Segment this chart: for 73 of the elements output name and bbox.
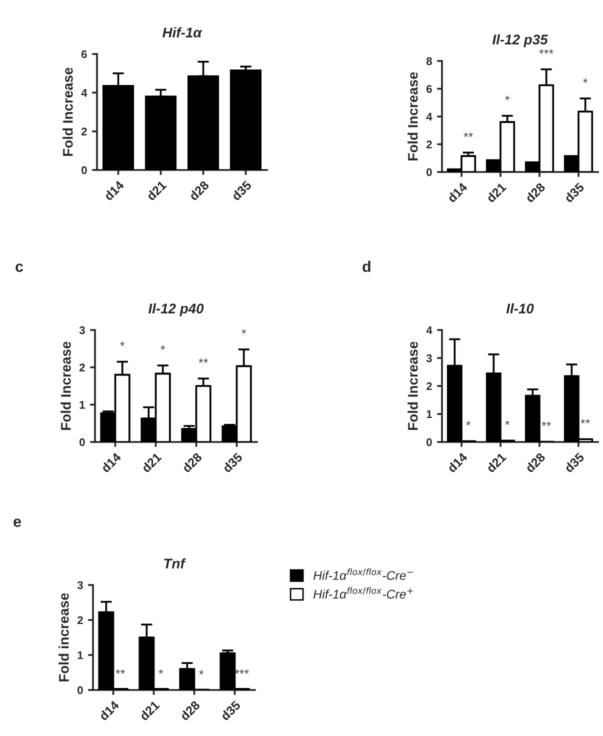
chart-title: Il-12 p35: [492, 34, 548, 48]
legend-label: Hif-1α$^{flox/flox}$-Cre$^{+}$: [313, 587, 413, 599]
annotation: *: [158, 669, 164, 674]
y-tick-label: 2: [81, 128, 87, 136]
y-tick-label: 1: [426, 410, 432, 418]
text: e: [14, 518, 21, 527]
y-tick-label: 2: [426, 140, 432, 148]
x-tick-label: d35: [564, 182, 585, 204]
annotation: *: [160, 345, 166, 350]
y-tick-label: 3: [77, 581, 83, 590]
y-tick-label: 2: [79, 364, 85, 372]
x-tick-label: d28: [179, 700, 200, 722]
annotation: *: [505, 420, 510, 425]
x-tick-label: d35: [222, 452, 244, 474]
text: ***: [539, 49, 554, 54]
y-tick-label: 0: [426, 168, 432, 176]
y-tick-label: 2: [426, 382, 432, 390]
x-tick-label: d21: [486, 452, 507, 474]
x-tick-label: d14: [446, 452, 468, 474]
y-axis-title: Fold Increase: [408, 72, 418, 160]
y-tick-label: 2: [77, 616, 83, 624]
y-axis-title: Fold Increase: [62, 68, 73, 156]
annotation: **: [542, 422, 551, 426]
annotation: *: [505, 96, 510, 100]
x-tick-label: d21: [140, 452, 162, 474]
annotation: *: [199, 670, 204, 674]
y-tick-label: 6: [82, 50, 87, 58]
x-tick-label: d21: [138, 700, 160, 722]
x-tick-label: d14: [103, 180, 125, 202]
x-tick-label: d21: [486, 182, 507, 204]
y-axis-title: Fold Increase: [408, 342, 418, 430]
annotation: **: [580, 419, 590, 424]
x-tick-label: d14: [98, 700, 120, 722]
y-tick-label: 4: [426, 326, 432, 334]
text: c: [16, 264, 24, 272]
chart-title: Hif-1α: [162, 27, 202, 38]
y-tick-label: 0: [426, 438, 432, 446]
x-tick-label: d35: [220, 700, 242, 722]
annotation: *: [120, 342, 125, 346]
text: d: [362, 260, 370, 272]
y-tick-label: 0: [82, 166, 87, 174]
x-tick-label: d35: [230, 180, 252, 202]
x-tick-label: d14: [446, 182, 468, 204]
y-tick-label: 4: [426, 112, 432, 121]
y-tick-label: 3: [79, 326, 85, 334]
chart-title: Il-10: [506, 303, 534, 314]
x-tick-label: d28: [188, 180, 210, 202]
annotation: **: [464, 132, 473, 137]
annotation: **: [116, 669, 126, 674]
annotation: *: [583, 78, 588, 83]
x-tick-label: d21: [146, 180, 167, 202]
y-tick-label: 1: [80, 401, 85, 409]
x-tick-label: d28: [524, 182, 546, 204]
y-tick-label: 8: [426, 57, 432, 66]
chart-title: Il-12 p40: [148, 303, 204, 316]
y-tick-label: 3: [426, 354, 432, 362]
y-tick-label: 0: [80, 438, 85, 446]
x-tick-label: d35: [564, 452, 585, 474]
y-tick-label: 4: [81, 89, 88, 97]
annotation: *: [466, 421, 471, 426]
y-tick-label: 1: [78, 651, 83, 660]
y-axis-title: Fold Increase: [60, 342, 71, 430]
x-tick-label: d14: [100, 452, 122, 474]
annotation: **: [198, 358, 208, 363]
annotation: *: [242, 329, 246, 334]
chart-title: Tnf: [164, 558, 186, 568]
legend-label: Hif-1α$^{flox/flox}$-Cre$^{−}$: [313, 568, 413, 580]
y-tick-label: 6: [426, 85, 432, 93]
y-axis-title: Fold increase: [58, 593, 69, 682]
y-tick-label: 0: [78, 686, 83, 694]
x-tick-label: d28: [181, 452, 202, 474]
bar: [230, 70, 262, 170]
x-tick-label: d28: [524, 452, 546, 474]
